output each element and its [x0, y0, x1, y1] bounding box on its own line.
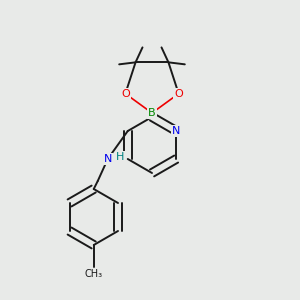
- Text: CH₃: CH₃: [85, 269, 103, 279]
- Text: O: O: [121, 89, 130, 99]
- Text: N: N: [172, 126, 180, 136]
- Text: H: H: [116, 152, 124, 162]
- Text: N: N: [103, 154, 112, 164]
- Text: B: B: [148, 108, 156, 118]
- Text: O: O: [174, 89, 183, 99]
